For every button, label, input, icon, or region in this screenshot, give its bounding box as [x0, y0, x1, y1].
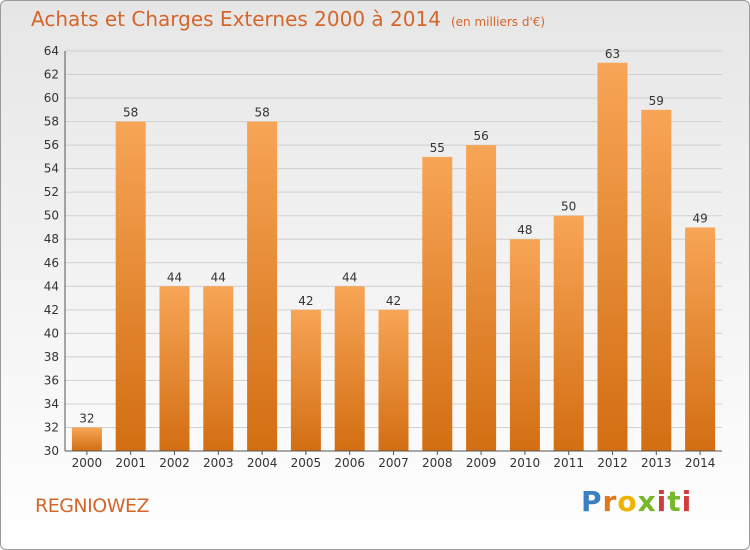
commune-name: REGNIOWEZ: [35, 495, 150, 517]
bar-2011[interactable]: [553, 215, 584, 451]
x-tick-label-2000: 2000: [72, 456, 103, 470]
x-tick-label-2013: 2013: [641, 456, 672, 470]
data-label-2008: 55: [430, 141, 445, 155]
bar-2013[interactable]: [641, 109, 672, 451]
axes: 30 32 34 36 38 40 42 44 46 48 50 52 54 56 58 60 62 64 2000…: [44, 44, 722, 470]
bar-2008[interactable]: [422, 156, 453, 451]
x-tick-label-2004: 2004: [247, 456, 278, 470]
y-tick-label: 56: [44, 138, 59, 152]
data-label-2011: 50: [561, 200, 576, 214]
data-label-2002: 44: [167, 270, 182, 284]
y-tick-label: 60: [44, 91, 59, 105]
bar-2012[interactable]: [597, 62, 628, 451]
x-tick-label-2003: 2003: [203, 456, 234, 470]
logo-letter: i: [681, 485, 693, 518]
logo-letter: P: [581, 485, 603, 518]
y-tick-label: 58: [44, 115, 59, 129]
logo-letter: i: [656, 485, 668, 518]
title-block: Achats et Charges Externes 2000 à 2014 (e…: [31, 7, 545, 31]
proxiti-logo[interactable]: Proxiti: [581, 485, 692, 518]
bar-2014[interactable]: [685, 227, 716, 451]
x-tick-label-2012: 2012: [597, 456, 628, 470]
y-tick-label: 30: [44, 444, 59, 458]
bar-2006[interactable]: [334, 286, 365, 451]
y-tick-label: 46: [44, 256, 59, 270]
data-label-2006: 44: [342, 270, 357, 284]
data-label-2010: 48: [517, 223, 532, 237]
data-label-2014: 49: [692, 211, 707, 225]
bar-2009[interactable]: [466, 145, 497, 451]
data-label-2005: 42: [298, 294, 313, 308]
bars: 32 58 44 44 58 42 44 42 55 56 48 50 63 59 49: [71, 47, 716, 452]
chart-title: Achats et Charges Externes 2000 à 2014: [31, 7, 441, 31]
x-tick-label-2011: 2011: [553, 456, 584, 470]
y-tick-label: 38: [44, 350, 59, 364]
logo-letter: x: [637, 485, 657, 518]
bar-2005[interactable]: [290, 309, 321, 451]
x-tick-label-2001: 2001: [115, 456, 146, 470]
data-label-2012: 63: [605, 47, 620, 61]
y-tick-label: 54: [44, 162, 59, 176]
data-label-2000: 32: [79, 411, 94, 425]
y-tick-label: 36: [44, 373, 59, 387]
bar-2004[interactable]: [247, 121, 278, 452]
x-tick-label-2009: 2009: [466, 456, 497, 470]
y-tick-label: 52: [44, 185, 59, 199]
x-tick-label-2007: 2007: [378, 456, 409, 470]
data-label-2013: 59: [649, 94, 664, 108]
bar-2010[interactable]: [509, 239, 540, 451]
y-tick-label: 48: [44, 232, 59, 246]
data-label-2001: 58: [123, 106, 138, 120]
x-tick-label-2006: 2006: [334, 456, 365, 470]
y-tick-label: 40: [44, 326, 59, 340]
logo-letter: r: [602, 485, 618, 518]
x-tick-label-2005: 2005: [291, 456, 322, 470]
data-label-2004: 58: [254, 106, 269, 120]
logo-letter: t: [667, 485, 682, 518]
y-tick-label: 34: [44, 397, 59, 411]
data-label-2003: 44: [211, 270, 226, 284]
bar-2002[interactable]: [159, 286, 190, 451]
chart-unit: (en milliers d'€): [450, 15, 546, 29]
logo-letter: o: [617, 485, 638, 518]
y-tick-label: 62: [44, 68, 59, 82]
data-label-2009: 56: [473, 129, 488, 143]
y-tick-label: 64: [44, 44, 59, 58]
y-tick-label: 42: [44, 303, 59, 317]
x-tick-label-2014: 2014: [685, 456, 716, 470]
y-tick-label: 32: [44, 420, 59, 434]
x-tick-label-2008: 2008: [422, 456, 453, 470]
bar-2003[interactable]: [203, 286, 234, 451]
x-tick-label-2010: 2010: [510, 456, 541, 470]
bar-2007[interactable]: [378, 309, 409, 451]
bar-2001[interactable]: [115, 121, 146, 452]
x-tick-label-2002: 2002: [159, 456, 190, 470]
bar-2000[interactable]: [71, 427, 102, 451]
y-tick-label: 44: [44, 279, 59, 293]
y-tick-label: 50: [44, 209, 59, 223]
data-label-2007: 42: [386, 294, 401, 308]
